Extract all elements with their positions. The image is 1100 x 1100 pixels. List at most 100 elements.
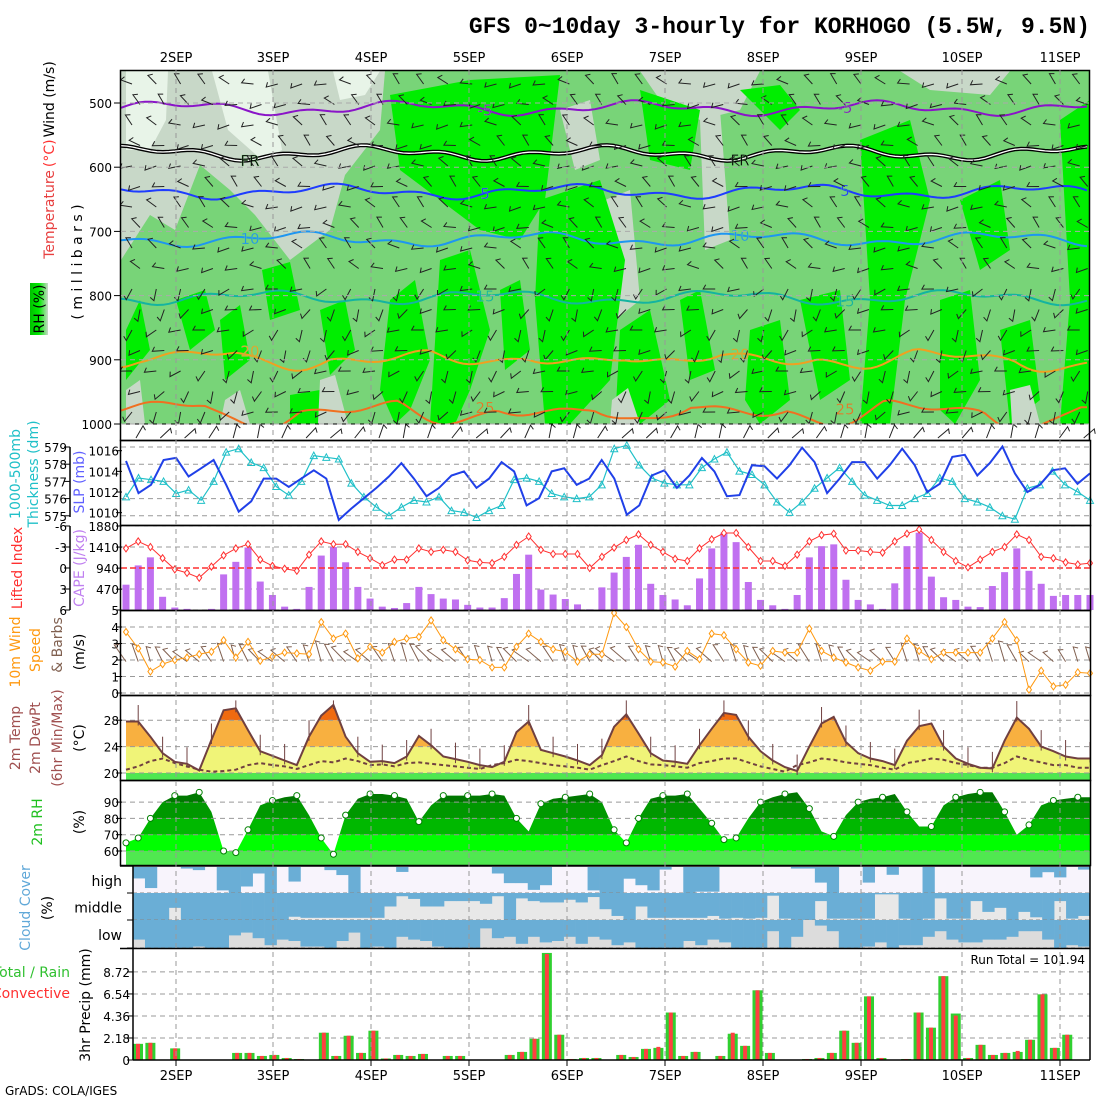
rh-point (1001, 808, 1009, 816)
surface-wind-barb (986, 424, 996, 439)
wind-barb (169, 370, 181, 378)
wind-barb-10m (302, 644, 310, 662)
wind-barb (224, 100, 238, 106)
wind-barb (346, 185, 359, 191)
cape-bar (622, 556, 630, 610)
cloud-bar-high (503, 867, 517, 884)
cloud-bar-middle (743, 893, 756, 919)
wind-barb (875, 197, 886, 208)
wind-speed-point (964, 648, 972, 657)
wind-barb (978, 185, 991, 191)
wind-barb (300, 309, 311, 320)
wind-barb (897, 245, 910, 252)
wind-barb (217, 124, 230, 130)
wind-barb (1053, 94, 1064, 105)
cloud-bar-high (707, 867, 720, 892)
wind-speed-point (794, 648, 801, 657)
precip-convective-bar (173, 1048, 178, 1060)
wind-barb (297, 223, 311, 230)
wind-barb (459, 78, 473, 85)
footer-credit: GrADS: COLA/IGES (5, 1084, 117, 1098)
wind-speed-point (818, 646, 825, 656)
wind-barb (387, 240, 400, 249)
wind-barb (926, 155, 935, 167)
wind-barb (656, 156, 667, 167)
wind-barb (753, 288, 765, 298)
wind-barb (216, 327, 230, 333)
wind-barb (153, 391, 165, 401)
surface-wind-barb (645, 427, 659, 439)
wind-barb-10m (495, 646, 505, 662)
li-point (1025, 535, 1033, 545)
cape-bar (696, 578, 704, 610)
cloud-bar-middle (946, 893, 959, 919)
rh-point (903, 808, 911, 816)
thickness-point (597, 480, 607, 489)
cloud-bar-middle (312, 893, 325, 918)
thickness-point (697, 463, 707, 472)
wind-barb (617, 391, 627, 404)
wind-barb (994, 76, 1007, 85)
cloud-bar-low (755, 920, 768, 948)
convective-label: Convective (0, 986, 70, 1002)
wind-barb (274, 391, 287, 398)
cloud-bar-high (695, 867, 708, 892)
wind-unit: (m/s) (72, 634, 88, 671)
wind-speed-point (586, 649, 593, 659)
cloud-bar-middle (934, 893, 947, 899)
wind-barb (496, 134, 505, 146)
wind-barb (776, 76, 789, 85)
wind-barb (829, 196, 838, 208)
cloud-bar-low (982, 920, 995, 940)
wind-barb (947, 370, 959, 379)
cloud-category-label: low (98, 928, 122, 944)
rh-dry-region (126, 71, 380, 160)
wind-barb (435, 247, 449, 253)
cloud-bar-low (874, 920, 887, 943)
cloud-bar-low (850, 920, 864, 948)
wind-barb (1066, 244, 1080, 251)
wind-barb (276, 258, 287, 269)
cloud-bar-middle (838, 893, 852, 919)
wind-barb (872, 327, 886, 333)
cloud-bar-low (360, 920, 373, 948)
wind-barb (932, 258, 943, 269)
li-point (549, 549, 557, 559)
wind-speed-point (403, 634, 410, 643)
wind-barb (959, 134, 967, 146)
wind-barb (740, 257, 748, 269)
cloud-bar-high (862, 867, 875, 883)
thickness-point (835, 463, 844, 472)
wind-speed-point (708, 629, 715, 638)
cloud-bar-low (862, 920, 875, 947)
wind-barb (994, 163, 1007, 170)
y-tick-label: 578 (44, 458, 67, 472)
wind-barb (683, 155, 692, 167)
cloud-bar-high (288, 867, 301, 882)
cloud-bar-middle (1018, 893, 1031, 912)
temp-label-1: 2m Temp (8, 706, 24, 770)
wind-barb (218, 288, 230, 296)
wind-barb (678, 199, 692, 208)
wind-barb (783, 389, 797, 396)
rh-band-fill (126, 802, 1090, 819)
li-point (952, 556, 959, 566)
wind-label-2: Speed (28, 628, 44, 672)
wind-barb (326, 257, 335, 269)
wind-barb (711, 391, 724, 398)
cape-bar (940, 597, 948, 610)
precip-convective-bar (1040, 994, 1045, 1060)
wind-barb (568, 217, 578, 228)
li-point (281, 564, 288, 574)
li-point (342, 539, 349, 549)
wind-speed-point (671, 662, 679, 671)
wind-barb-10m (426, 647, 444, 663)
cloud-bar-high (647, 867, 660, 891)
cloud-bar-low (790, 920, 804, 937)
wind-barb (873, 124, 886, 130)
wind-barb (414, 288, 425, 301)
cape-bar (549, 594, 557, 610)
wind-barb (441, 370, 449, 384)
wind-barb (878, 370, 886, 384)
wind-barb (732, 329, 740, 343)
